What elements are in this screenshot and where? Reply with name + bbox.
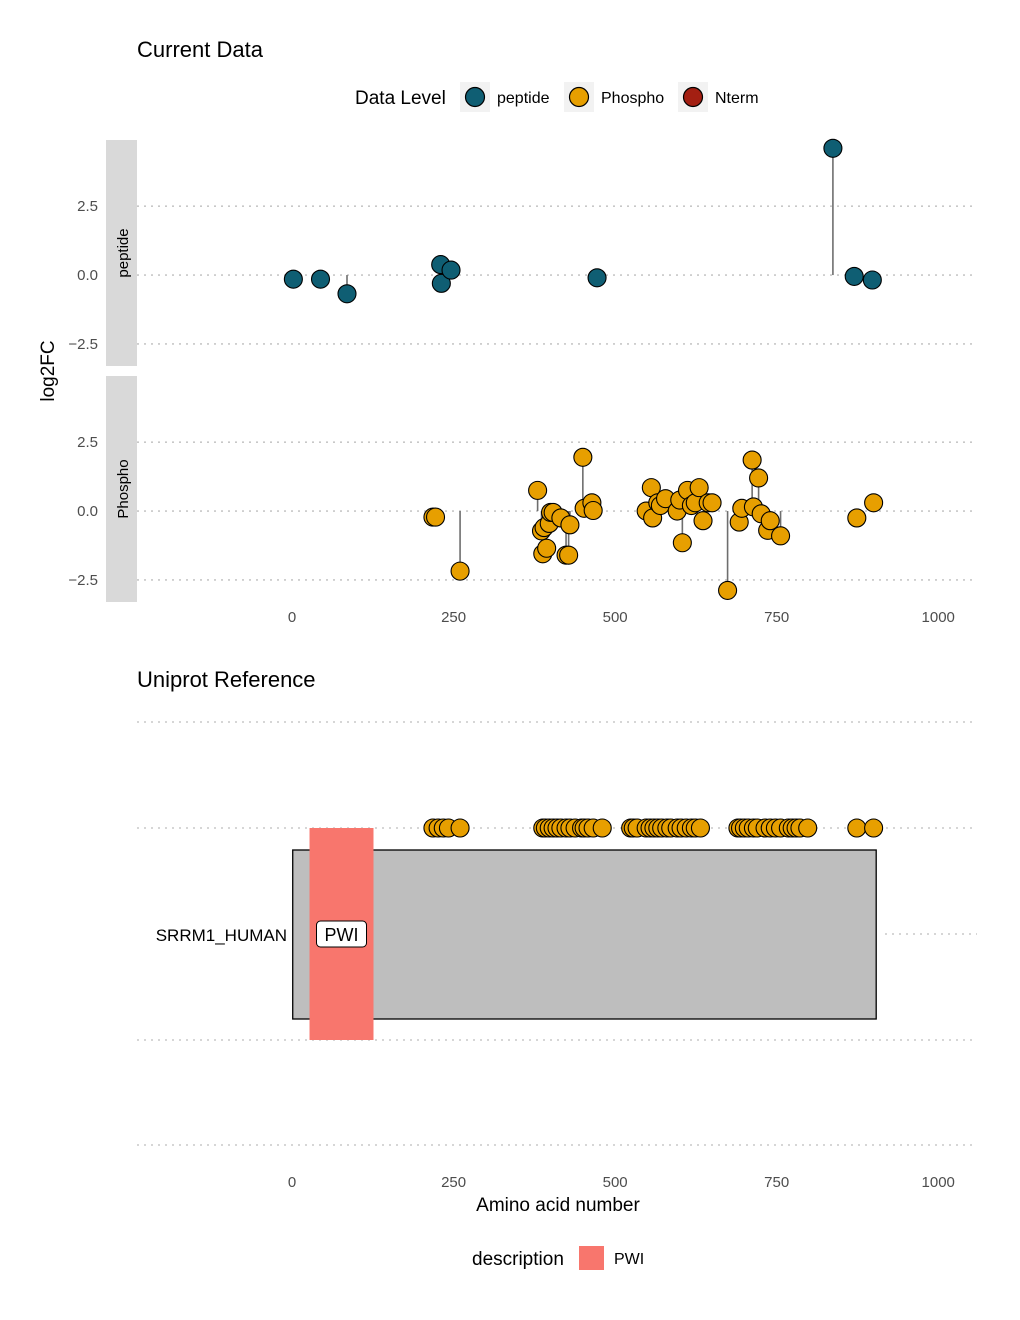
x-tick-label: 1000 xyxy=(922,609,955,626)
legend-label: Phospho xyxy=(601,90,664,107)
x-tick-label: 750 xyxy=(764,609,789,626)
data-point xyxy=(560,515,580,535)
data-point xyxy=(425,507,446,527)
data-point xyxy=(450,561,470,581)
legend-label: Nterm xyxy=(715,90,759,107)
data-point xyxy=(823,138,843,158)
data-point xyxy=(337,284,357,304)
site-point xyxy=(847,818,867,838)
x-tick-label: 250 xyxy=(441,609,466,626)
data-point xyxy=(573,447,593,467)
domain-label-box xyxy=(316,920,368,948)
reference-panel: SRRM1_HUMAN PWI xyxy=(137,721,977,1146)
site-point xyxy=(450,818,470,838)
facet-panel-peptide: peptide −2.5 0.0 2.5 xyxy=(68,138,977,366)
y-tick-label: 2.5 xyxy=(77,434,98,451)
data-point xyxy=(749,468,769,488)
data-point xyxy=(587,268,607,288)
data-point xyxy=(771,526,791,546)
legend-swatch xyxy=(464,86,486,108)
data-point xyxy=(559,545,579,565)
data-point xyxy=(864,493,884,513)
x-tick-label: 0 xyxy=(288,609,296,626)
data-point xyxy=(742,450,762,470)
data-point xyxy=(283,269,303,289)
data-point xyxy=(528,480,548,500)
x-tick-label: 500 xyxy=(603,1174,628,1191)
chart-title: Current Data xyxy=(137,37,264,62)
data-point xyxy=(862,270,882,290)
site-point xyxy=(864,818,884,838)
data-point xyxy=(431,273,451,293)
legend-swatch xyxy=(579,1246,604,1270)
facet-panel-phospho: Phospho −2.5 0.0 2.5 xyxy=(68,376,977,602)
facet-strip xyxy=(106,376,137,602)
data-point xyxy=(689,478,709,498)
y-tick-label: 0.0 xyxy=(77,267,98,284)
protein-label: SRRM1_HUMAN xyxy=(156,926,287,945)
facet-strip-label: peptide xyxy=(115,228,132,277)
y-tick-label: −2.5 xyxy=(68,572,98,589)
data-point xyxy=(847,508,867,528)
site-point xyxy=(798,818,818,838)
domain-label: PWI xyxy=(325,925,359,945)
site-point xyxy=(592,818,612,838)
legend-title: description xyxy=(472,1249,564,1270)
data-point xyxy=(310,269,331,289)
y-tick-label: 2.5 xyxy=(77,198,98,215)
y-tick-label: −2.5 xyxy=(68,336,98,353)
reference-title: Uniprot Reference xyxy=(137,667,316,692)
x-tick-label: 750 xyxy=(764,1174,789,1191)
data-point xyxy=(693,511,713,531)
data-point xyxy=(718,580,738,600)
legend-label: PWI xyxy=(614,1251,644,1268)
x-tick-label: 1000 xyxy=(922,1174,955,1191)
data-point xyxy=(760,511,780,531)
data-point xyxy=(672,533,692,553)
y-axis-label: log2FC xyxy=(38,340,59,401)
data-point xyxy=(537,538,557,558)
data-point xyxy=(583,500,603,521)
legend-swatch xyxy=(682,86,704,108)
data-point xyxy=(441,260,461,280)
data-point xyxy=(844,266,864,286)
legend-label: peptide xyxy=(497,90,550,107)
x-tick-label: 0 xyxy=(288,1174,296,1191)
facet-strip xyxy=(106,140,137,366)
x-tick-label: 250 xyxy=(441,1174,466,1191)
y-tick-label: 0.0 xyxy=(77,503,98,520)
protein-bar xyxy=(292,849,877,1020)
legend-swatch xyxy=(568,86,590,108)
facet-strip-label: Phospho xyxy=(115,459,132,518)
x-axis-label: Amino acid number xyxy=(476,1195,640,1216)
description-legend: description PWI xyxy=(472,1246,644,1270)
legend: Data Level peptide Phospho Nterm xyxy=(355,82,759,112)
site-point xyxy=(690,818,710,838)
data-point xyxy=(702,493,722,513)
x-tick-label: 500 xyxy=(603,609,628,626)
legend-title: Data Level xyxy=(355,88,446,109)
